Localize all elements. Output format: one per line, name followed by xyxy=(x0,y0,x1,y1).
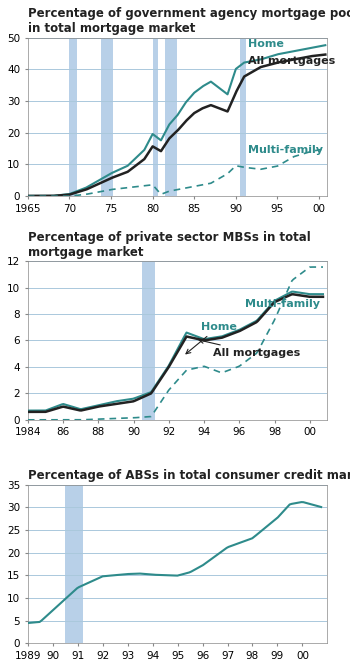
Bar xyxy=(142,261,155,420)
Bar xyxy=(165,37,177,196)
Bar xyxy=(65,485,83,643)
Text: All mortgages: All mortgages xyxy=(248,57,336,67)
Bar xyxy=(69,37,77,196)
Text: Percentage of ABSs in total consumer credit market: Percentage of ABSs in total consumer cre… xyxy=(28,469,350,482)
Text: Multi-family: Multi-family xyxy=(245,299,320,309)
Text: Home: Home xyxy=(186,322,236,354)
Bar xyxy=(101,37,113,196)
Text: Percentage of private sector MBSs in total
mortgage market: Percentage of private sector MBSs in tot… xyxy=(28,230,310,259)
Text: All mortgages: All mortgages xyxy=(199,339,300,358)
Bar xyxy=(153,37,158,196)
Text: Home: Home xyxy=(248,39,284,49)
Text: Multi-family: Multi-family xyxy=(248,146,323,156)
Text: Percentage of government agency mortgage pools
in total mortgage market: Percentage of government agency mortgage… xyxy=(28,7,350,35)
Bar xyxy=(240,37,246,196)
